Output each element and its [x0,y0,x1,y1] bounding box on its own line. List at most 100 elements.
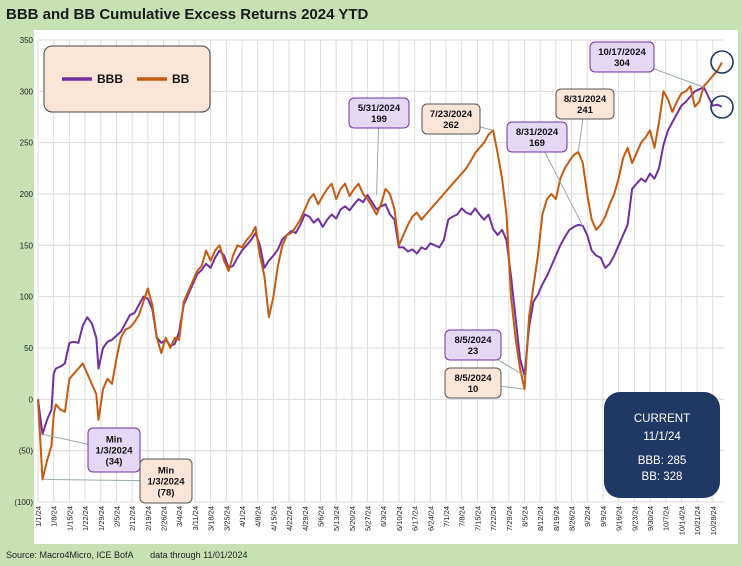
x-tick-label: 3/11/24 [191,506,200,530]
x-tick-label: 10/21/24 [693,506,702,535]
callout-text: 169 [529,138,545,149]
footer: Source: Macro4Micro, ICE BofA data throu… [6,550,261,560]
y-tick-label: (100) [14,498,33,507]
x-tick-label: 7/15/24 [473,506,482,531]
legend-label-bbb: BBB [97,72,123,86]
callout-text: (34) [106,457,123,468]
callout-text: 10/17/2024 [598,47,646,58]
callout-text: 7/23/2024 [430,109,473,120]
highlight-circle-bb [710,50,734,74]
callout-box-bb [139,458,193,504]
callout-text: 5/31/2024 [358,103,401,114]
callout-text: Min [106,435,123,446]
callout-box-bbb [444,329,502,361]
callout-text: 8/31/2024 [516,127,559,138]
legend-box [43,45,211,113]
callout-text: 10 [468,384,479,395]
x-tick-label: 9/9/24 [599,506,608,527]
x-tick-label: 7/8/24 [458,506,467,527]
x-tick-label: 4/1/24 [238,506,247,527]
y-tick-label: 50 [24,344,33,353]
y-tick-label: 300 [20,87,34,96]
callout-box-bb [421,103,481,135]
callout-box-bb [444,367,502,399]
callout-box-bbb [87,427,141,473]
callout-text: (78) [158,488,175,499]
x-tick-label: 6/3/24 [379,506,388,527]
callout-box-bbb [348,97,410,129]
callout-text: 262 [443,120,459,131]
x-tick-label: 7/22/24 [489,506,498,531]
callout-text: 23 [468,346,479,357]
x-tick-label: 2/5/24 [112,506,121,527]
x-tick-label: 8/12/24 [536,506,545,531]
x-tick-label: 7/1/24 [442,506,451,527]
callout-text: 1/3/2024 [96,446,134,457]
x-tick-label: 3/4/24 [175,506,184,527]
x-tick-label: 1/8/24 [50,506,59,527]
series-line-bbb [37,86,723,436]
x-tick-label: 9/16/24 [615,506,624,531]
callout-box-bbb [589,41,655,73]
x-tick-label: 8/5/24 [520,506,529,527]
callout-text: 8/31/2024 [564,94,607,105]
callout-box-bbb [506,121,568,153]
current-text-0: CURRENT [634,413,690,425]
x-tick-label: 10/7/24 [662,506,671,531]
current-text-2: BBB: 285 [638,455,687,467]
x-tick-label: 9/23/24 [630,506,639,531]
x-tick-label: 2/26/24 [160,506,169,531]
current-text-1: 11/1/24 [643,431,681,443]
x-tick-label: 9/2/24 [583,506,592,527]
y-tick-label: 100 [20,293,34,302]
x-tick-label: 1/22/24 [81,506,90,531]
x-tick-label: 2/12/24 [128,506,137,531]
x-tick-label: 9/30/24 [646,506,655,531]
chart-title: BBB and BB Cumulative Excess Returns 202… [6,6,369,23]
x-tick-label: 6/10/24 [395,506,404,531]
x-tick-label: 1/29/24 [97,506,106,531]
y-tick-label: (50) [19,447,34,456]
callout-text: 241 [577,105,594,116]
x-tick-label: 5/20/24 [348,506,357,531]
callout-text: 8/5/2024 [455,335,493,346]
x-tick-label: 2/19/24 [144,506,153,531]
series-line-bb [37,62,723,481]
y-tick-label: 0 [29,395,34,404]
current-box [604,392,720,498]
callout-text: 1/3/2024 [148,477,186,488]
source-note: Source: Macro4Micro, ICE BofA [6,550,134,560]
y-tick-label: 200 [20,190,34,199]
x-tick-label: 5/27/24 [364,506,373,531]
y-tick-label: 350 [20,36,34,45]
data-through-note: data through 11/01/2024 [150,550,248,560]
legend-label-bb: BB [172,72,190,86]
x-tick-label: 7/29/24 [505,506,514,531]
x-tick-label: 3/18/24 [207,506,216,531]
highlight-circle-bbb [710,95,734,119]
x-tick-label: 1/15/24 [65,506,74,531]
x-tick-label: 4/15/24 [269,506,278,531]
x-tick-label: 5/13/24 [332,506,341,531]
x-tick-label: 3/25/24 [222,506,231,531]
x-tick-label: 6/17/24 [411,506,420,531]
x-tick-label: 4/22/24 [285,506,294,531]
callout-text: Min [158,466,175,477]
x-tick-label: 8/26/24 [568,506,577,531]
callout-text: 199 [371,114,387,125]
x-tick-label: 4/29/24 [301,506,310,531]
x-tick-label: 5/6/24 [316,506,325,527]
x-tick-label: 10/14/24 [677,506,686,535]
current-text-3: BB: 328 [642,471,683,483]
x-tick-label: 8/19/24 [552,506,561,531]
y-tick-label: 250 [20,139,34,148]
title-bar [2,4,738,26]
callout-text: 8/5/2024 [455,373,493,384]
x-tick-label: 6/24/24 [426,506,435,531]
x-tick-label: 4/8/24 [254,506,263,527]
callout-box-bb [555,88,615,120]
y-tick-label: 150 [20,241,34,250]
x-tick-label: 10/28/24 [709,506,718,535]
x-tick-label: 1/1/24 [34,506,43,527]
